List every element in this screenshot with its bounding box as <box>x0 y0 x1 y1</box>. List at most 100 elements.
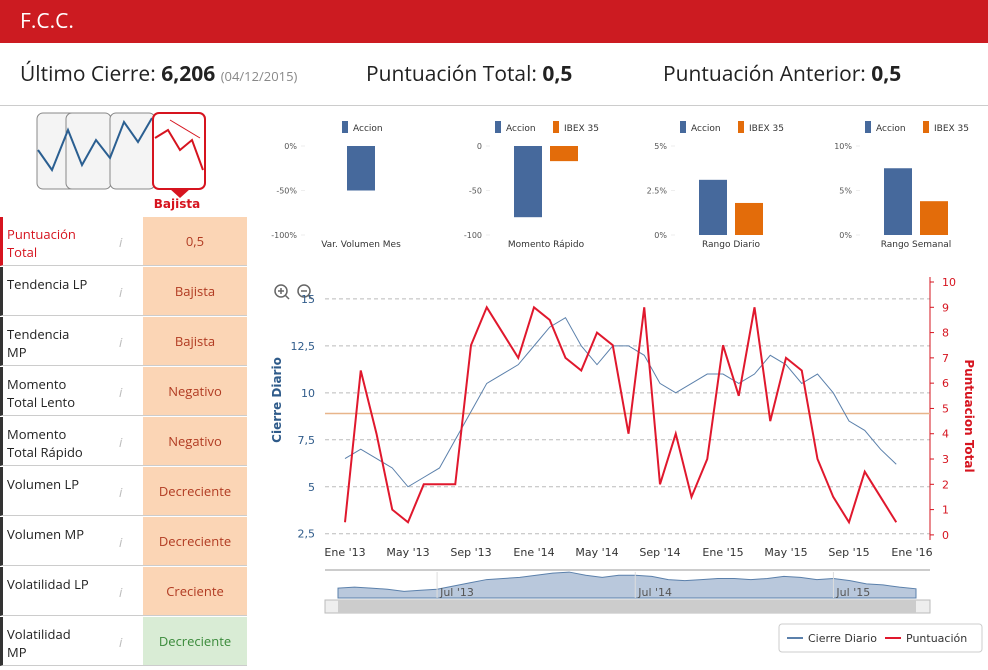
bar <box>347 146 375 191</box>
y2-axis-title: Puntuacion Total <box>962 359 976 472</box>
indicator-value: 0,5 <box>143 217 247 265</box>
indicator-name: Volumen LP <box>7 475 80 493</box>
x-axis-label: Rango Semanal <box>881 240 952 250</box>
y2-tick-label: 8 <box>942 327 949 340</box>
indicator-row[interactable]: Volumen MP i Decreciente <box>0 517 247 566</box>
y2-tick-label: 2 <box>942 478 949 491</box>
info-icon: i <box>119 583 123 601</box>
legend-swatch <box>923 121 929 133</box>
y-tick-label: 0% <box>284 142 297 151</box>
indicator-value: Decreciente <box>143 517 247 565</box>
bar <box>884 168 912 235</box>
indicator-row[interactable]: Volatilidad LP i Creciente <box>0 567 247 616</box>
indicator-row[interactable]: Tendencia MP i Bajista <box>0 317 247 366</box>
info-icon: i <box>119 233 123 251</box>
label: Último Cierre: <box>20 60 156 88</box>
x-axis-label: Momento Rápido <box>508 240 585 250</box>
signal-icon: Bajista <box>36 112 206 211</box>
legend-label: Puntuación <box>906 632 967 645</box>
x-tick-label: May '14 <box>575 546 618 559</box>
bar <box>735 202 763 235</box>
indicator-value: Negativo <box>143 367 247 415</box>
y-tick-label: -100 <box>464 231 482 240</box>
y-tick-label: -100% <box>271 231 297 240</box>
y-tick-label: 2.5% <box>647 187 668 196</box>
y2-tick-label: 7 <box>942 352 949 365</box>
indicator-name: Tendencia LP <box>7 275 88 293</box>
x-tick-label: Ene '15 <box>702 546 743 559</box>
info-icon: i <box>119 333 123 351</box>
y-tick-label: 0% <box>654 231 667 240</box>
indicator-name: Tendencia MP <box>7 325 70 361</box>
legend-label: IBEX 35 <box>749 124 784 134</box>
x-tick-label: Sep '14 <box>639 546 680 559</box>
legend-label: Cierre Diario <box>808 632 877 645</box>
indicator-value: Decreciente <box>143 617 247 665</box>
y2-tick-label: 0 <box>942 529 949 542</box>
scrollbar-thumb <box>338 600 916 613</box>
legend-label: IBEX 35 <box>564 124 599 134</box>
navigator-area <box>337 571 917 599</box>
y2-tick-label: 3 <box>942 453 949 466</box>
date: (04/12/2015) <box>220 67 298 85</box>
indicator-value: Creciente <box>143 567 247 615</box>
indicator-row[interactable]: Momento Total Rápido i Negativo <box>0 417 247 466</box>
y2-tick-label: 6 <box>942 377 949 390</box>
info-icon: i <box>119 433 123 451</box>
legend-label: Accion <box>506 124 536 134</box>
legend-label: Accion <box>876 124 906 134</box>
x-tick-label: May '15 <box>764 546 807 559</box>
x-tick-label: Ene '16 <box>891 546 932 559</box>
signal-label: Bajista <box>154 197 200 211</box>
y-tick-label: -50% <box>276 187 297 196</box>
y-tick-label: 2,5 <box>298 528 316 541</box>
label: Puntuación Total: <box>366 60 537 88</box>
value: 0,5 <box>871 60 902 88</box>
last-close: Último Cierre: 6,206 (04/12/2015) <box>20 60 297 88</box>
y2-tick-label: 1 <box>942 504 949 517</box>
indicator-row[interactable]: Volatilidad MP i Decreciente <box>0 617 247 666</box>
app-title: F.C.C. <box>0 0 988 43</box>
zoom-icons <box>274 284 313 300</box>
y-tick-label: 15 <box>301 293 315 306</box>
y-tick-label: 10% <box>834 142 852 151</box>
y2-tick-label: 10 <box>942 276 956 289</box>
legend-box <box>778 623 983 653</box>
charts: 0% -50% -100% Var. Volumen Mes Accion 0 -50 -10… <box>270 121 983 653</box>
indicator-name: Volatilidad MP <box>7 625 71 661</box>
y-tick-label: 0% <box>839 231 852 240</box>
y-tick-label: 10 <box>301 387 315 400</box>
legend-label: Accion <box>691 124 721 134</box>
y-axis-title: Cierre Diario <box>270 357 284 443</box>
navigator-label: Jul '14 <box>637 586 672 599</box>
indicator-row[interactable]: Momento Total Lento i Negativo <box>0 367 247 416</box>
x-tick-label: May '13 <box>386 546 429 559</box>
bar <box>550 146 578 162</box>
indicator-row[interactable]: Puntuación Total i 0,5 <box>0 217 247 266</box>
x-axis-label: Rango Diario <box>702 240 761 250</box>
indicator-row[interactable]: Volumen LP i Decreciente <box>0 467 247 516</box>
y2-tick-label: 5 <box>942 402 949 415</box>
indicator-value: Negativo <box>143 417 247 465</box>
value: 0,5 <box>542 60 573 88</box>
indicator-name: Puntuación Total <box>7 225 76 261</box>
y2-tick-label: 9 <box>942 301 949 314</box>
bar <box>920 201 948 235</box>
y-tick-label: 12,5 <box>291 340 316 353</box>
indicator-row[interactable]: Tendencia LP i Bajista <box>0 267 247 316</box>
x-tick-label: Ene '14 <box>513 546 554 559</box>
y-tick-label: 7,5 <box>298 434 316 447</box>
legend-swatch <box>553 121 559 133</box>
total-score: Puntuación Total: 0,5 <box>366 60 572 88</box>
indicator-name: Momento Total Lento <box>7 375 76 411</box>
info-icon: i <box>119 483 123 501</box>
y-tick-label: -50 <box>469 187 482 196</box>
legend-swatch <box>680 121 686 133</box>
bar <box>699 179 727 235</box>
series-line <box>344 317 897 488</box>
y-tick-label: 5% <box>839 187 852 196</box>
info-icon: i <box>119 533 123 551</box>
navigator-label: Jul '13 <box>439 586 474 599</box>
info-icon: i <box>119 383 123 401</box>
